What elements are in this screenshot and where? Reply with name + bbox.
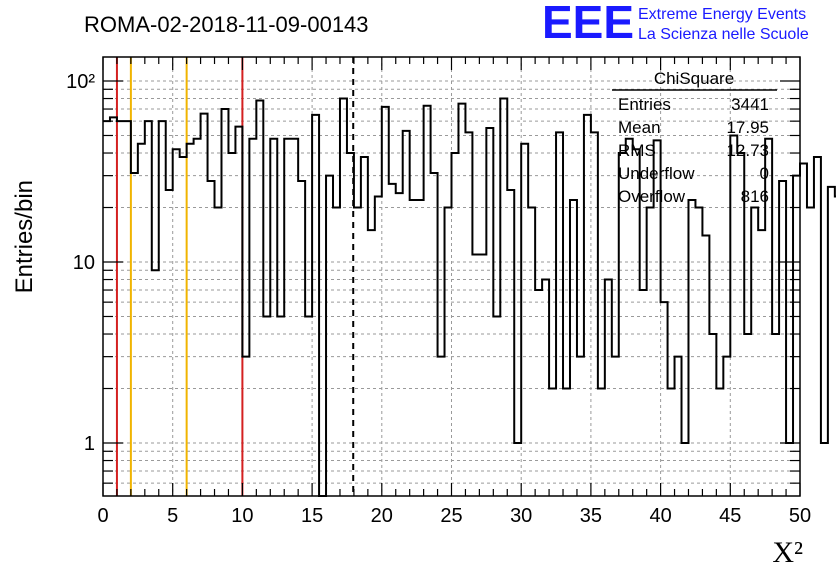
stats-value: 816 [741, 187, 769, 206]
stats-value: 17.95 [726, 118, 769, 137]
x-tick-label: 40 [649, 505, 671, 527]
x-tick-label: 5 [167, 505, 178, 527]
eee-logo: EEE Extreme Energy Events La Scienza nel… [542, 0, 809, 48]
stats-label: Overflow [618, 187, 686, 206]
x-tick-label: 10 [231, 505, 253, 527]
stats-box: ChiSquare Entries 3441 Mean 17.95 RMS 12.73 Un… [612, 69, 777, 206]
y-tick-label: 10² [66, 71, 95, 93]
x-tick-label: 45 [719, 505, 741, 527]
stats-value: 0 [760, 164, 769, 183]
logo-line1: Extreme Energy Events [638, 6, 806, 23]
y-tick-labels: 1 10 10² [66, 71, 95, 455]
chart-title: ROMA-02-2018-11-09-00143 [84, 12, 369, 37]
x-tick-label: 0 [97, 505, 108, 527]
stats-label: Entries [618, 95, 671, 114]
y-tick-label: 10 [73, 252, 95, 274]
x-tick-label: 20 [371, 505, 393, 527]
x-axis-label: X² [772, 536, 803, 569]
x-tick-label: 30 [510, 505, 532, 527]
logo-line2: La Scienza nelle Scuole [638, 26, 809, 43]
y-axis-label: Entries/bin [11, 180, 38, 293]
stats-name: ChiSquare [654, 69, 734, 88]
stats-value: 12.73 [726, 141, 769, 160]
stats-value: 3441 [731, 95, 769, 114]
x-tick-label: 25 [440, 505, 462, 527]
y-tick-label: 1 [84, 433, 95, 455]
stats-label: Underflow [618, 164, 695, 183]
stats-label: RMS [618, 141, 656, 160]
x-tick-label: 35 [580, 505, 602, 527]
axis-ticks [102, 57, 801, 496]
stats-rows: Entries 3441 Mean 17.95 RMS 12.73 Underflow 0 Ov… [618, 95, 769, 206]
x-tick-label: 15 [301, 505, 323, 527]
stats-label: Mean [618, 118, 661, 137]
x-tick-label: 50 [789, 505, 811, 527]
logo-letters: EEE [542, 0, 634, 48]
histogram-series [103, 97, 836, 497]
x-tick-labels: 0 5 10 15 20 25 30 35 40 45 50 [97, 505, 811, 527]
